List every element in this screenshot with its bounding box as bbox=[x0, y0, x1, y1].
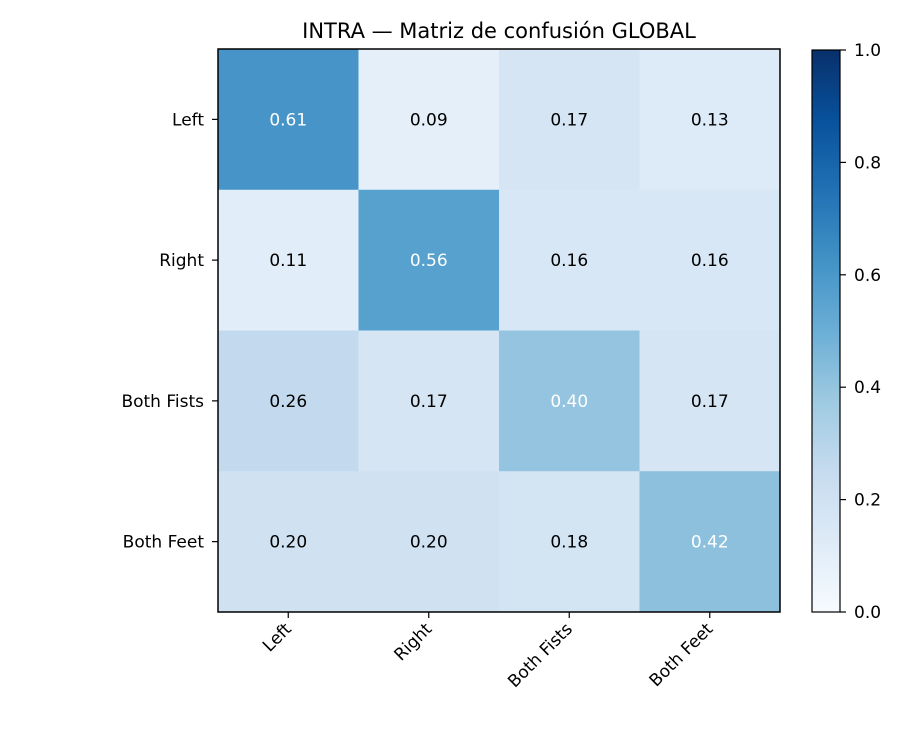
cell-value-label: 0.61 bbox=[269, 110, 307, 130]
cell-value-label: 0.42 bbox=[691, 533, 729, 553]
cell-value-label: 0.17 bbox=[691, 392, 729, 412]
cell-value-label: 0.16 bbox=[691, 251, 729, 271]
x-tick-label: Both Feet bbox=[646, 619, 718, 691]
heatmap-cell bbox=[218, 49, 359, 191]
heatmap-cell bbox=[639, 189, 781, 331]
cell-value-label: 0.20 bbox=[269, 533, 307, 553]
plot-frame bbox=[217, 48, 781, 613]
x-tick-label: Right bbox=[390, 619, 436, 665]
colorbar-tick-label: 0.0 bbox=[854, 603, 881, 623]
heatmap-cell bbox=[218, 330, 359, 472]
cell-value-label: 0.20 bbox=[410, 533, 448, 553]
cell-value-label: 0.40 bbox=[550, 392, 588, 412]
colorbar-tick-label: 0.6 bbox=[854, 266, 881, 286]
colorbar-tick-label: 1.0 bbox=[854, 41, 881, 61]
heatmap-cell bbox=[358, 330, 500, 472]
colorbar-tick-label: 0.2 bbox=[854, 491, 881, 511]
cell-value-label: 0.11 bbox=[269, 251, 307, 271]
cell-value-label: 0.18 bbox=[550, 533, 588, 553]
y-tick-label: Both Fists bbox=[121, 392, 204, 412]
heatmap-cell bbox=[218, 189, 359, 331]
heatmap-cell bbox=[358, 49, 500, 191]
y-tick-label: Right bbox=[159, 251, 204, 271]
cell-value-label: 0.17 bbox=[410, 392, 448, 412]
cell-value-label: 0.56 bbox=[410, 251, 448, 271]
heatmap-cell bbox=[639, 49, 781, 191]
x-tick-label: Left bbox=[259, 619, 296, 656]
heatmap-cell bbox=[499, 189, 640, 331]
heatmap-cell-labels: 0.61 0.09 0.17 0.13 0.11 0.56 0.16 0.16 0.26 0.17… bbox=[269, 110, 728, 552]
x-tick-label: Both Fists bbox=[504, 619, 577, 692]
colorbar bbox=[812, 50, 840, 612]
heatmap-cell bbox=[499, 471, 640, 613]
colorbar-tick-label: 0.8 bbox=[854, 153, 881, 173]
cell-value-label: 0.26 bbox=[269, 392, 307, 412]
heatmap-cell bbox=[639, 330, 781, 472]
heatmap-cell bbox=[499, 49, 640, 191]
chart-title: INTRA — Matriz de confusión GLOBAL bbox=[302, 19, 696, 43]
cell-value-label: 0.16 bbox=[550, 251, 588, 271]
heatmap-cell bbox=[358, 189, 500, 331]
colorbar-ticks: 0.0 0.2 0.4 0.6 0.8 1.0 bbox=[840, 41, 881, 623]
colorbar-frame bbox=[811, 49, 841, 613]
heatmap-cell bbox=[639, 471, 781, 613]
heatmap-cells bbox=[218, 49, 781, 613]
x-axis: Left Right Both Fists Both Feet bbox=[259, 612, 718, 692]
cell-value-label: 0.09 bbox=[410, 110, 448, 130]
colorbar-tick-label: 0.4 bbox=[854, 378, 881, 398]
y-tick-label: Left bbox=[172, 110, 204, 130]
heatmap-cell bbox=[218, 471, 359, 613]
heatmap-cell bbox=[358, 471, 500, 613]
cell-value-label: 0.17 bbox=[550, 110, 588, 130]
heatmap-cell bbox=[499, 330, 640, 472]
y-tick-label: Both Feet bbox=[123, 533, 205, 553]
cell-value-label: 0.13 bbox=[691, 110, 729, 130]
y-axis: Left Right Both Fists Both Feet bbox=[121, 110, 218, 553]
